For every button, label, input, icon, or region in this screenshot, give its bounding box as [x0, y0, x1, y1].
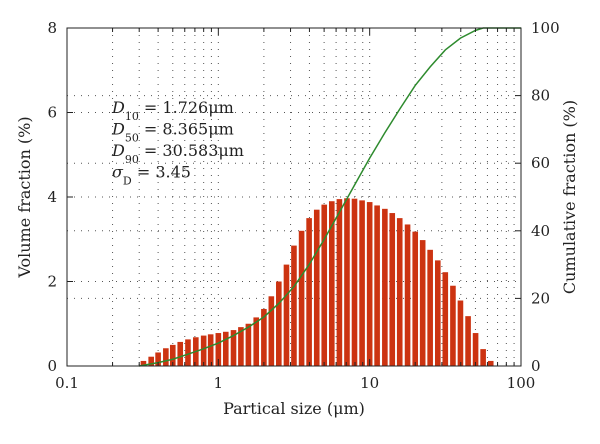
- y-right-tick-label: 100: [531, 19, 560, 37]
- volume-bar: [207, 334, 214, 366]
- y-right-tick-label: 20: [531, 289, 550, 307]
- volume-bar: [450, 285, 456, 366]
- volume-bar: [268, 296, 275, 366]
- y-left-tick-label: 4: [47, 188, 57, 206]
- right-y-axis-title: Cumulative fraction (%): [560, 100, 579, 294]
- cumulative-fraction-line: [139, 27, 521, 367]
- annotation-symbol: σ: [112, 163, 124, 182]
- x-tick-label: 100: [507, 374, 536, 392]
- volume-bar: [472, 333, 479, 366]
- volume-bar: [396, 218, 403, 366]
- volume-bar: [222, 331, 229, 366]
- volume-bar: [148, 356, 154, 366]
- volume-bar: [359, 200, 365, 366]
- volume-bar: [374, 205, 380, 366]
- y-right-tick-label: 0: [531, 357, 541, 375]
- x-tick-label: 0.1: [55, 374, 79, 392]
- left-y-axis-title: Volume fraction (%): [15, 116, 34, 278]
- y-right-tick-label: 80: [531, 87, 550, 105]
- volume-bar: [382, 208, 388, 366]
- volume-bar: [230, 330, 237, 366]
- volume-bar: [177, 341, 184, 366]
- volume-bar: [321, 204, 328, 366]
- annotation-line: D90 = 30.583μm: [111, 141, 244, 166]
- volume-bar: [163, 348, 169, 366]
- volume-bar: [351, 198, 358, 366]
- annotation-subscript: 50: [125, 131, 139, 144]
- x-tick-label: 1: [214, 374, 224, 392]
- cumulative-line: [139, 27, 521, 367]
- volume-bar: [487, 360, 494, 366]
- y-left-tick-label: 6: [47, 104, 57, 122]
- y-right-tick-label: 40: [531, 222, 550, 240]
- y-left-tick-label: 2: [47, 273, 57, 291]
- x-tick-label: 10: [360, 374, 379, 392]
- volume-bar: [185, 339, 191, 366]
- x-axis-title: Partical size (μm): [223, 399, 365, 418]
- volume-bar: [313, 209, 320, 366]
- volume-bar: [480, 349, 486, 366]
- volume-bar: [215, 333, 222, 366]
- volume-bar: [291, 245, 297, 366]
- volume-bar: [283, 264, 290, 366]
- volume-bar: [306, 218, 312, 366]
- annotation-line: D50 = 8.365μm: [111, 120, 234, 145]
- volume-bar: [238, 327, 244, 366]
- volume-bar: [442, 272, 449, 366]
- volume-bar: [389, 213, 396, 366]
- annotation-value: = 1.726μm: [139, 98, 234, 117]
- annotation-subscript: 10: [125, 110, 139, 123]
- volume-bar: [412, 231, 419, 366]
- volume-bar: [276, 281, 282, 366]
- y-left-tick-label: 8: [47, 19, 57, 37]
- volume-bar: [344, 198, 350, 366]
- y-left-tick-label: 0: [47, 357, 57, 375]
- volume-bar: [169, 344, 176, 366]
- annotation-line: σD = 3.45: [112, 163, 191, 188]
- volume-bar: [465, 316, 471, 366]
- volume-bar: [457, 300, 464, 366]
- volume-bar: [419, 240, 426, 366]
- volume-bar: [366, 202, 373, 366]
- y-right-tick-label: 60: [531, 154, 550, 172]
- annotation-value: = 3.45: [132, 163, 191, 182]
- annotation-symbol: D: [111, 98, 125, 117]
- annotation-value: = 8.365μm: [139, 120, 234, 139]
- annotation-value: = 30.583μm: [139, 141, 244, 160]
- volume-bar: [298, 230, 305, 366]
- annotation-symbol: D: [111, 141, 125, 160]
- volume-bar: [253, 317, 260, 366]
- volume-bar: [404, 224, 411, 366]
- volume-bar: [245, 323, 252, 366]
- volume-bar: [435, 260, 441, 366]
- volume-bar: [140, 360, 147, 366]
- volume-fraction-bars: [140, 198, 494, 366]
- volume-bar: [155, 352, 161, 366]
- volume-bar: [200, 335, 207, 366]
- volume-bar: [328, 201, 335, 366]
- annotation-symbol: D: [111, 120, 125, 139]
- volume-bar: [261, 308, 267, 366]
- volume-bar: [336, 199, 343, 366]
- annotation-subscript: 90: [125, 153, 139, 166]
- annotation-subscript: D: [123, 174, 132, 187]
- annotation-line: D10 = 1.726μm: [111, 98, 234, 123]
- volume-bar: [427, 249, 433, 366]
